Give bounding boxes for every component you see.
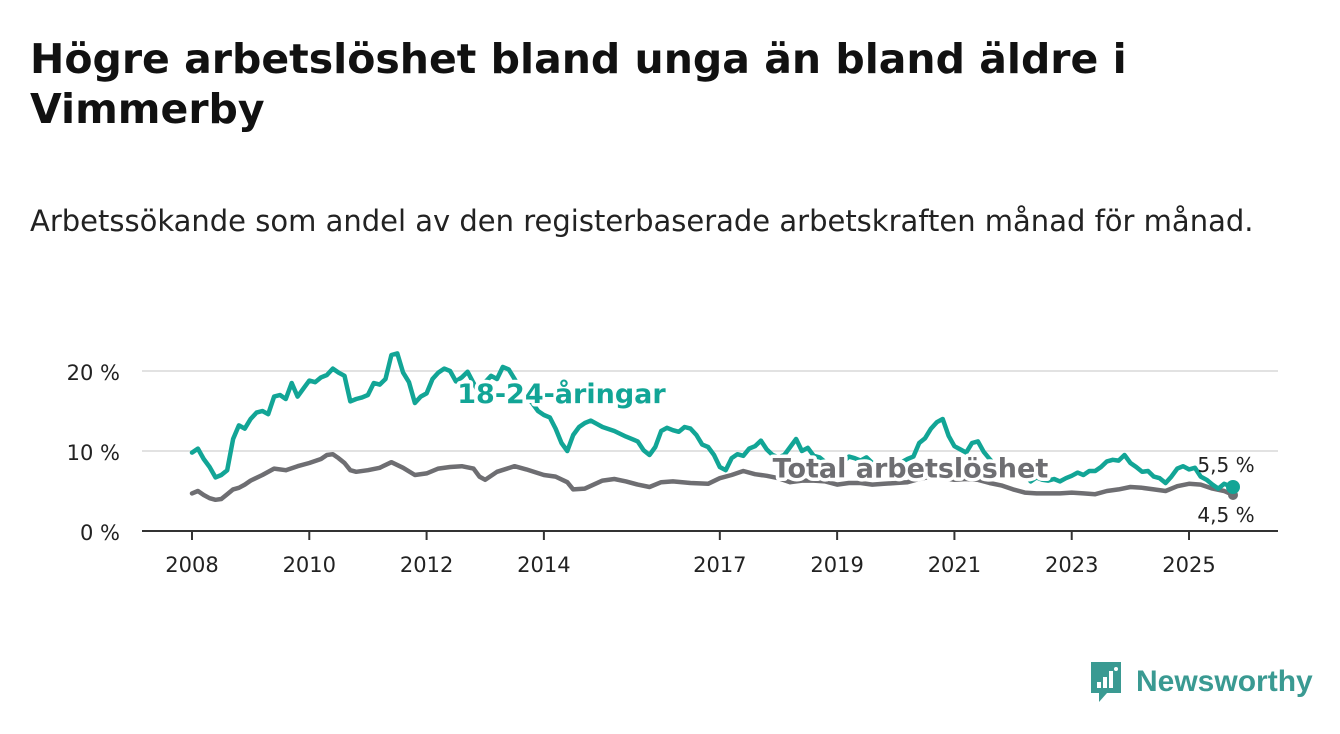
series-labels: 18-24-åringar Total arbetslöshet 5,5 % 4,5 … [454,375,1255,528]
youth-series-label: 18-24-åringar [457,378,666,410]
x-tick-label: 2017 [693,553,746,577]
x-tick-label: 2014 [517,553,570,577]
youth-series-line [189,351,1236,491]
youth-end-label: 5,5 % [1197,453,1254,477]
x-tick-label: 2023 [1045,553,1098,577]
total-series-label: Total arbetslöshet [773,453,1049,484]
x-tick-label: 2025 [1162,553,1215,577]
brand: Newsworthy [1088,660,1313,704]
x-tick-label: 2012 [400,553,453,577]
chart-subtitle: Arbetssökande som andel av den registerb… [30,204,1254,238]
newsworthy-logo-icon [1091,662,1121,702]
line-chart: 0 % 10 % 20 % 18-24-åringar Total arbetslös… [67,351,1278,577]
total-series-line [189,451,1236,503]
y-tick-label: 20 % [67,361,120,385]
x-tick-label: 2008 [165,553,218,577]
x-tick-label: 2010 [283,553,336,577]
x-tick-label: 2019 [810,553,863,577]
series-lines [189,351,1240,503]
brand-name: Newsworthy [1136,665,1313,698]
y-tick-label: 0 % [80,521,120,545]
y-axis: 0 % 10 % 20 % [67,361,120,545]
x-tick-label: 2021 [928,553,981,577]
x-axis: 2008 2010 2012 2014 2017 2019 2021 2023 2025 [142,530,1278,577]
youth-end-point [1226,480,1240,494]
total-end-label: 4,5 % [1197,503,1254,527]
y-tick-label: 10 % [67,441,120,465]
chart-title: Högre arbetslöshet bland unga än bland ä… [30,35,1127,133]
